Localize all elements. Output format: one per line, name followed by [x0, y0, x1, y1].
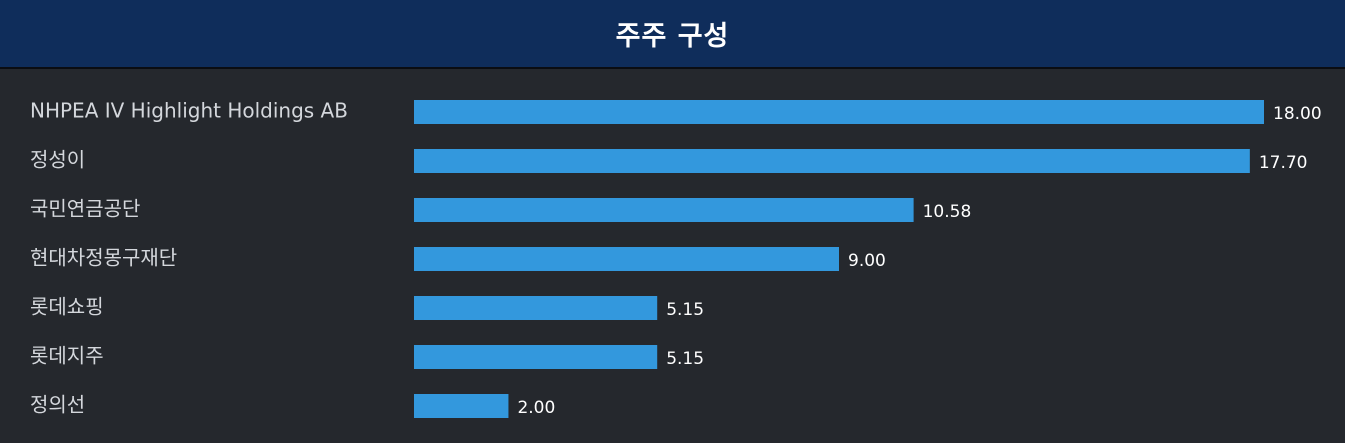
chart-header: 주주 구성: [0, 0, 1345, 69]
value-label: 5.15: [666, 300, 704, 320]
bar: [414, 296, 658, 320]
value-label: 5.15: [666, 349, 704, 369]
value-label: 9.00: [848, 251, 886, 271]
shareholder-bar-chart: NHPEA IV Highlight Holdings AB 18.00 정성이 17…: [0, 69, 1345, 439]
bar: [414, 149, 1250, 173]
bar: [414, 394, 509, 418]
category-label: 정의선: [30, 393, 85, 417]
chart-title: 주주 구성: [615, 21, 730, 52]
bar: [414, 247, 839, 271]
bar: [414, 345, 658, 369]
value-label: 2.00: [517, 398, 555, 418]
category-label: 국민연금공단: [30, 197, 140, 221]
bar: [414, 100, 1264, 124]
value-label: 10.58: [923, 202, 972, 222]
bar: [414, 198, 914, 222]
category-label: 현대차정몽구재단: [30, 246, 177, 270]
value-label: 18.00: [1273, 104, 1322, 124]
category-label: 정성이: [30, 148, 85, 172]
category-label: NHPEA IV Highlight Holdings AB: [30, 99, 348, 123]
value-label: 17.70: [1259, 153, 1308, 173]
chart-canvas: NHPEA IV Highlight Holdings AB 18.00 정성이 17…: [30, 99, 1322, 418]
category-label: 롯데지주: [30, 344, 104, 368]
category-label: 롯데쇼핑: [30, 295, 104, 319]
